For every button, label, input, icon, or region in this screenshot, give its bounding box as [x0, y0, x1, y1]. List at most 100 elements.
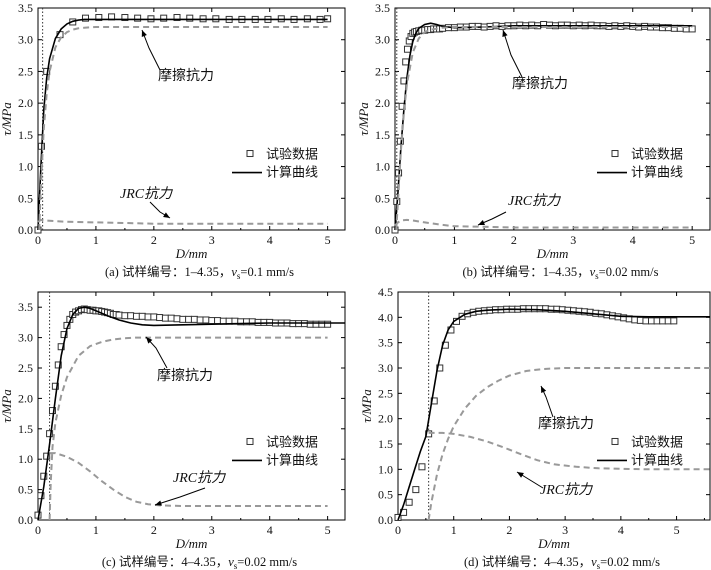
legend-label-calculated: 计算曲线	[631, 452, 683, 467]
x-tick-label: 2	[506, 523, 512, 537]
y-tick-label: 2.0	[378, 412, 393, 426]
y-axis-label: τ/MPa	[0, 102, 14, 136]
data-point-marker	[173, 14, 181, 22]
series-calculated-curve	[397, 308, 710, 521]
x-tick-label: 1	[93, 523, 99, 537]
x-axis-label: D/mm	[536, 246, 569, 261]
data-point-marker	[150, 313, 158, 321]
x-tick-label: 2	[151, 233, 157, 247]
panel-caption: (a) 试样编号：1–4.35，vs=0.1 mm/s	[105, 264, 294, 281]
series-jrc-resistance	[428, 431, 710, 471]
x-tick-label: 4	[267, 523, 273, 537]
y-tick-label: 2.0	[18, 391, 33, 405]
annotation-friction-label: 摩擦抗力	[158, 67, 214, 84]
series-jrc-resistance	[37, 218, 328, 225]
series-calculated-curve	[37, 18, 328, 231]
annotation-arrowhead	[163, 212, 170, 218]
panel-b: 0 1 2 3 4 5 0.0 0.5 1.0 1.5 2.0 2.5 3.0 3.5 τ/MPa D/mm 摩…	[356, 1, 711, 281]
x-tick-label: 5	[674, 523, 680, 537]
x-tick-label: 5	[689, 233, 695, 247]
y-tick-label: 2.5	[18, 361, 33, 375]
data-point-marker	[138, 312, 146, 320]
legend-label-experimental: 试验数据	[631, 434, 683, 449]
y-tick-label: 1.5	[18, 128, 33, 142]
legend-label-calculated: 计算曲线	[266, 452, 318, 467]
data-point-marker	[173, 315, 181, 323]
x-axis-label: D/mm	[175, 246, 208, 261]
x-tick-label: 0	[392, 233, 398, 247]
annotation-arrowhead	[517, 472, 524, 478]
data-point-marker	[185, 315, 193, 323]
legend-label-calculated: 计算曲线	[631, 165, 683, 180]
annotation-arrowhead	[541, 386, 547, 393]
y-tick-label: 3.0	[18, 331, 33, 345]
y-tick-label: 1.0	[18, 160, 33, 174]
annotation-jrc-label: JRC抗力	[540, 482, 593, 498]
y-tick-label: 2.0	[18, 96, 33, 110]
y-tick-label: 1.5	[18, 422, 33, 436]
legend-marker-experimental	[246, 437, 254, 445]
legend-label-experimental: 试验数据	[266, 147, 318, 162]
data-point-marker	[402, 58, 410, 66]
annotation-jrc-label: JRC抗力	[173, 470, 226, 486]
y-tick-label: 3.0	[378, 361, 393, 375]
y-tick-label: 3.0	[18, 33, 33, 47]
y-tick-label: 3.0	[375, 33, 390, 47]
series-friction-resistance	[395, 26, 693, 231]
annotation-arrowhead	[478, 219, 485, 225]
y-tick-label: 2.5	[378, 386, 393, 400]
data-point-marker	[186, 14, 194, 22]
data-point-marker	[60, 331, 68, 339]
data-point-marker	[121, 14, 129, 22]
x-tick-label: 0	[35, 233, 41, 247]
x-axis-label: D/mm	[175, 536, 208, 551]
annotation-arrow	[502, 29, 523, 78]
x-tick-label: 4	[267, 233, 273, 247]
data-point-marker	[167, 314, 175, 322]
data-point-marker	[179, 315, 187, 323]
y-tick-label: 1.0	[375, 160, 390, 174]
data-point-marker	[405, 498, 413, 506]
data-point-marker	[144, 313, 152, 321]
series-friction-resistance	[48, 336, 328, 521]
y-tick-label: 0.0	[375, 223, 390, 237]
annotation-arrowhead	[155, 500, 162, 506]
data-point-marker	[161, 314, 169, 322]
y-tick-label: 0.5	[375, 191, 390, 205]
y-tick-label: 3.5	[18, 300, 33, 314]
data-point-marker	[121, 312, 129, 320]
legend-label-calculated: 计算曲线	[266, 165, 318, 180]
x-tick-label: 3	[209, 233, 215, 247]
annotation-arrow	[154, 487, 206, 506]
x-tick-label: 3	[570, 233, 576, 247]
y-tick-label: 0.5	[18, 483, 33, 497]
annotation-jrc-label: JRC抗力	[120, 186, 173, 202]
panel-d: 0 1 2 3 4 5 0.0 0.5 1.0 1.5 2.0 2.5 3.0 3.5 4.0 4.5 τ/MP…	[359, 285, 711, 570]
data-point-marker	[43, 452, 51, 460]
legend-marker-experimental	[246, 150, 254, 158]
annotation-arrowhead	[141, 30, 147, 37]
legend-label-experimental: 试验数据	[631, 147, 683, 162]
x-tick-label: 4	[630, 233, 636, 247]
data-point-marker	[202, 316, 210, 324]
y-tick-label: 2.5	[375, 64, 390, 78]
plot-frame	[37, 7, 346, 231]
x-tick-label: 3	[562, 523, 568, 537]
series-friction-resistance	[38, 26, 328, 231]
x-axis-label: D/mm	[537, 536, 570, 551]
panel-a: 0 1 2 3 4 5 0.0 0.5 1.0 1.5 2.0 2.5 3.0 3.5 τ/MPa D/mm 摩…	[0, 1, 346, 281]
annotation-friction-label: 摩擦抗力	[157, 367, 213, 384]
annotation-arrow	[141, 29, 161, 71]
data-point-marker	[208, 317, 216, 325]
data-point-marker	[81, 14, 89, 22]
y-tick-label: 3.5	[18, 1, 33, 15]
data-point-marker	[394, 513, 402, 521]
y-axis-label: τ/MPa	[356, 102, 371, 136]
data-point-marker	[190, 315, 198, 323]
y-tick-label: 2.5	[18, 64, 33, 78]
y-tick-label: 0.0	[18, 223, 33, 237]
